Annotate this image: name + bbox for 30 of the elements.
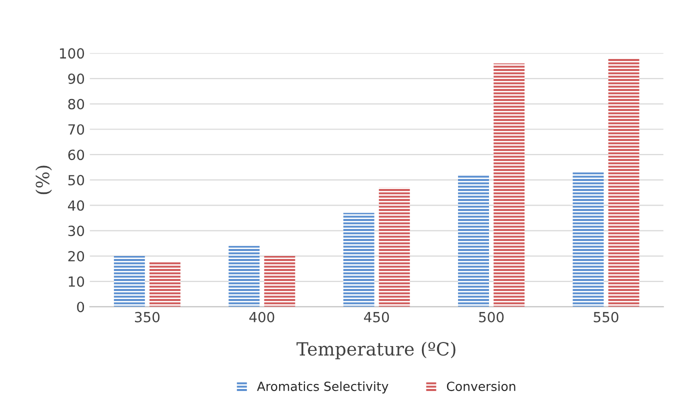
x-axis-title: Temperature (ºC)	[296, 342, 456, 360]
bar	[264, 256, 296, 307]
bar	[114, 256, 145, 307]
x-tick-label: 350	[134, 312, 160, 322]
bar	[494, 63, 525, 307]
y-tick-label: 50	[68, 174, 84, 186]
x-tick-label: 450	[364, 312, 389, 322]
y-tick-label: 0	[77, 302, 84, 312]
bar	[149, 261, 180, 307]
bar	[458, 174, 490, 307]
y-tick-label: 90	[68, 73, 84, 84]
y-tick-label: 40	[68, 200, 84, 211]
x-tick-label: 550	[594, 312, 618, 322]
bar	[572, 172, 604, 307]
x-tick-label: 400	[249, 312, 274, 322]
bar	[378, 188, 410, 307]
y-tick-label: 60	[68, 150, 84, 160]
bar	[228, 246, 260, 307]
y-tick-label: 10	[68, 276, 84, 287]
y-axis-title: (%)	[35, 166, 52, 194]
bar	[608, 58, 640, 307]
y-tick-label: 80	[68, 98, 84, 110]
bar	[343, 212, 374, 307]
y-tick-label: 20	[68, 251, 84, 262]
y-tick-label: 70	[68, 124, 84, 135]
legend-label: Aromatics Selectivity	[256, 381, 388, 394]
y-tick-label: 100	[60, 48, 84, 59]
y-tick-label: 30	[68, 226, 84, 236]
x-tick-label: 500	[479, 312, 504, 322]
legend-label: Conversion	[446, 381, 516, 392]
